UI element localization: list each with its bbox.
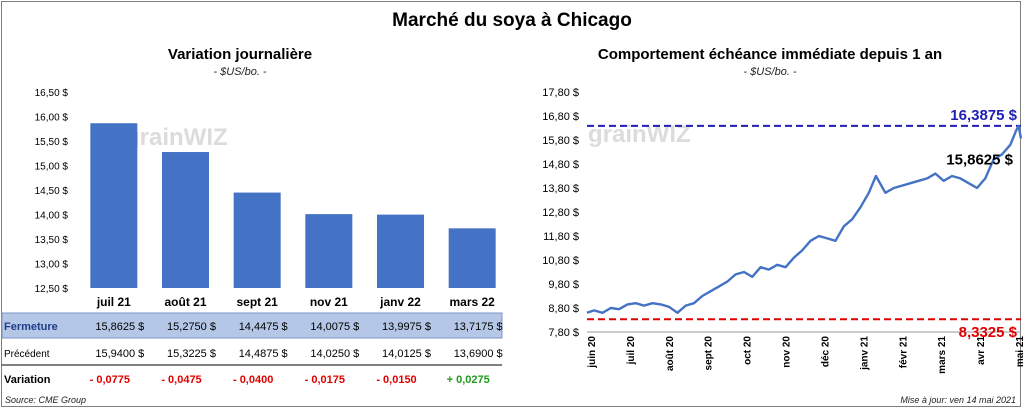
x-tick-label: janv 22 xyxy=(379,295,421,309)
x-tick-label: mai 21 xyxy=(1015,336,1024,368)
y-tick-label: 13,00 $ xyxy=(35,260,69,271)
y-tick-label: 13,50 $ xyxy=(35,235,69,246)
y-tick-label: 12,50 $ xyxy=(35,284,69,295)
bar-chart-title: Variation journalière xyxy=(167,46,313,63)
bar xyxy=(162,152,209,288)
line-chart-unit: - $US/bo. - xyxy=(743,66,797,78)
table-cell: 15,2750 $ xyxy=(167,321,216,333)
table-cell: 14,0075 $ xyxy=(310,321,359,333)
x-tick-label: mars 22 xyxy=(449,295,495,309)
x-tick-label: mars 21 xyxy=(937,336,948,374)
y-tick-label: 15,80 $ xyxy=(542,135,579,147)
price-line xyxy=(586,124,1023,314)
bar xyxy=(448,228,496,288)
table-cell: - 0,0175 xyxy=(305,374,345,386)
y-tick-label: 13,80 $ xyxy=(542,183,579,195)
table-cell: 15,9400 $ xyxy=(95,348,144,360)
table-cell: + 0,0275 xyxy=(447,374,490,386)
x-tick-label: août 21 xyxy=(164,295,206,309)
y-tick-label: 11,80 $ xyxy=(543,231,579,243)
x-tick-label: nov 20 xyxy=(782,336,793,368)
watermark: grainWIZ xyxy=(588,121,691,148)
y-tick-label: 14,80 $ xyxy=(542,159,579,171)
table-cell: - 0,0400 xyxy=(233,374,273,386)
y-tick-label: 12,80 $ xyxy=(542,207,579,219)
table-cell: 14,0250 $ xyxy=(310,348,359,360)
table-cell: 14,0125 $ xyxy=(382,348,431,360)
bar-chart: grainWIZ 12,50 $ 13,00 $ 13,50 $ 14,00 $ 14,5… xyxy=(1,88,503,386)
main-title: Marché du soya à Chicago xyxy=(392,10,632,31)
table-cell: - 0,0150 xyxy=(376,374,416,386)
table-cell: 13,9975 $ xyxy=(382,321,431,333)
table-cell: 13,7175 $ xyxy=(454,321,503,333)
high-label: 16,3875 $ xyxy=(950,107,1017,124)
y-tick-label: 16,00 $ xyxy=(35,113,69,124)
line-chart-title: Comportement échéance immédiate depuis 1… xyxy=(597,46,943,63)
table-cell: 14,4875 $ xyxy=(239,348,288,360)
y-tick-label: 7,80 $ xyxy=(548,327,579,339)
y-tick-label: 14,00 $ xyxy=(35,211,69,222)
x-tick-label: nov 21 xyxy=(310,295,348,309)
table-cell: 15,8625 $ xyxy=(95,321,144,333)
watermark: grainWIZ xyxy=(125,124,228,151)
x-tick-label: sept 20 xyxy=(704,336,715,371)
y-tick-label: 10,80 $ xyxy=(542,255,579,267)
table-cell: - 0,0775 xyxy=(90,374,130,386)
y-tick-label: 15,50 $ xyxy=(35,137,69,148)
y-tick-label: 17,80 $ xyxy=(542,87,579,99)
bar xyxy=(233,192,281,288)
update-note: Mise à jour: ven 14 mai 2021 xyxy=(900,395,1016,405)
x-tick-label: sept 21 xyxy=(236,295,278,309)
x-tick-label: déc 20 xyxy=(820,336,831,368)
x-tick-label: juil 21 xyxy=(96,295,131,309)
x-tick-label: juin 20 xyxy=(587,336,598,369)
x-tick-label: avr 21 xyxy=(976,336,987,365)
bar xyxy=(90,123,138,288)
table-cell: 14,4475 $ xyxy=(239,321,288,333)
closing-row-band xyxy=(1,312,503,339)
y-tick-label: 16,50 $ xyxy=(35,88,69,99)
table-row-label: Précédent xyxy=(4,349,50,360)
table-row-label: Variation xyxy=(4,374,51,386)
last-value-label: 15,8625 $ xyxy=(946,152,1013,169)
low-label: 8,3325 $ xyxy=(959,324,1018,341)
bar-chart-unit: - $US/bo. - xyxy=(213,66,267,78)
y-tick-label: 9,80 $ xyxy=(548,279,579,291)
bar xyxy=(305,214,353,288)
x-tick-label: juil 20 xyxy=(626,336,637,366)
source-note: Source: CME Group xyxy=(5,395,87,405)
y-tick-label: 8,80 $ xyxy=(548,303,579,315)
x-tick-label: janv 21 xyxy=(859,336,870,371)
y-tick-label: 16,80 $ xyxy=(542,111,579,123)
x-tick-label: oct 20 xyxy=(743,336,754,365)
table-row-label: Fermeture xyxy=(4,321,58,333)
bar xyxy=(377,214,424,288)
table-cell: 13,6900 $ xyxy=(454,348,503,360)
y-tick-label: 15,00 $ xyxy=(35,162,69,173)
x-tick-label: août 20 xyxy=(665,336,676,371)
table-cell: - 0,0475 xyxy=(161,374,201,386)
y-tick-label: 14,50 $ xyxy=(35,186,69,197)
table-cell: 15,3225 $ xyxy=(167,348,216,360)
line-chart: grainWIZ 7,80 $ 8,80 $ 9,80 $ 10,80 $ 11,80 $… xyxy=(542,87,1024,374)
x-tick-label: févr 21 xyxy=(898,336,909,369)
